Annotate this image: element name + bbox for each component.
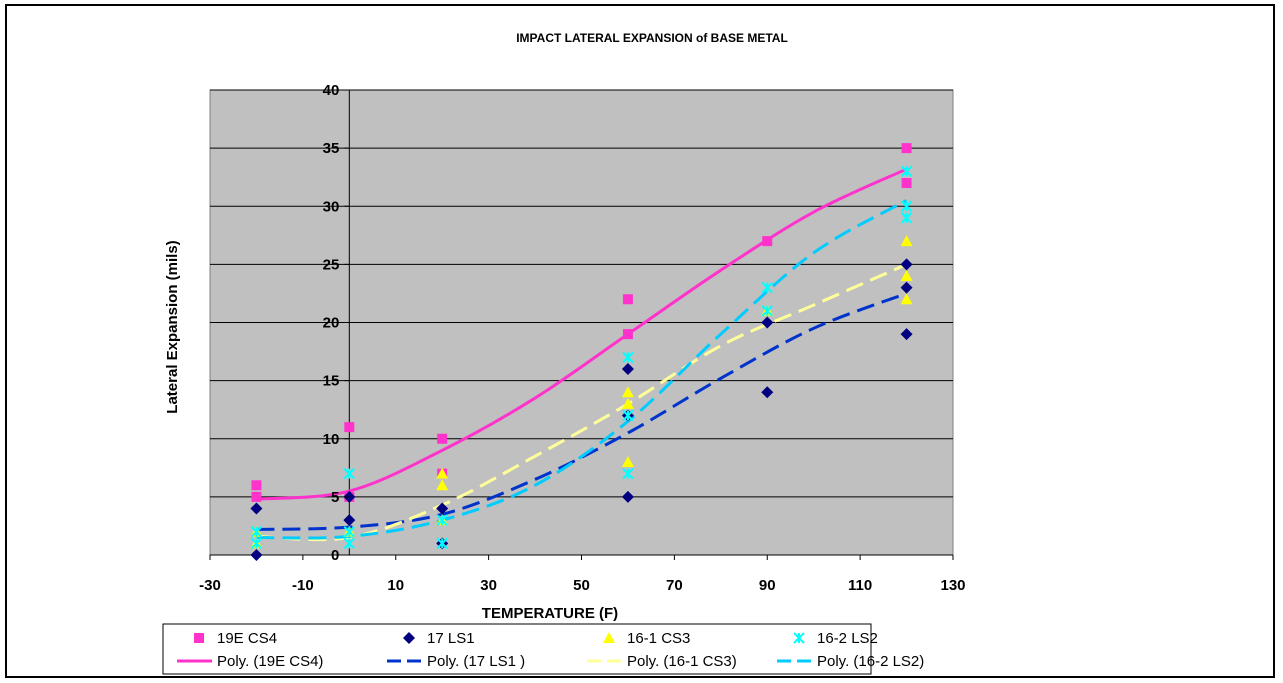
data-point-star [793,632,805,644]
data-point-triangle [900,235,913,247]
trendline [256,292,908,531]
data-point-star [436,537,448,550]
legend-series-label: 16-2 LS2 [817,630,878,647]
legend-series-label: 16-1 CS3 [627,630,690,647]
data-point-diamond [621,363,634,375]
trendlines [256,167,908,542]
data-point-square [344,422,355,433]
x-tick-label: 30 [480,577,497,594]
data-point-square [251,491,262,502]
y-tick-label: 35 [323,140,340,157]
y-tick-label: 20 [323,315,340,332]
trendline [256,199,908,540]
data-point-star [343,467,356,480]
data-point-triangle [621,386,634,398]
x-tick-label: 70 [666,577,683,594]
data-point-star [622,467,634,480]
x-axis-ticks: -30 -10 10 30 50 70 90 110 130 [199,555,966,594]
data-point-diamond [900,328,913,341]
data-point-diamond [436,502,449,515]
data-point-diamond [403,632,415,644]
y-axis-label: Lateral Expansion (mils) [164,240,181,413]
y-tick-label: 0 [331,547,339,564]
legend-trend-label: Poly. (16-1 CS3) [627,653,737,670]
legend-box [162,623,872,675]
x-tick-label: 10 [387,577,404,594]
data-point-star [622,409,634,422]
data-point-star [343,526,356,538]
data-point-triangle [621,397,634,409]
data-point-diamond [900,258,913,271]
data-point-square [762,236,773,247]
legend-trend-label: Poly. (19E CS4) [217,653,323,670]
data-point-triangle [900,293,913,305]
trendline [256,167,908,501]
x-tick-label: 50 [573,577,590,594]
y-tick-label: 10 [323,431,340,448]
chart-frame: IMPACT LATERAL EXPANSION of BASE METAL -… [5,4,1275,678]
y-axis-ticks: 0 5 10 15 20 25 30 35 40 [323,82,350,564]
data-point-star [900,200,913,212]
data-point-square [194,633,204,643]
legend: 19E CS4 17 LS1 16-1 CS3 16-2 LS2 Poly. (19E … [162,623,924,675]
data-point-triangle [603,632,615,643]
data-point-triangle [436,467,449,479]
y-tick-label: 30 [323,198,340,215]
x-tick-label: -30 [199,577,221,594]
data-point-diamond [900,281,913,294]
legend-trend-label: Poly. (17 LS1 ) [427,653,525,670]
data-point-star [761,281,773,294]
y-tick-label: 40 [323,82,340,99]
data-point-triangle [900,270,913,281]
data-point-star [900,165,913,178]
data-point-star [343,537,356,550]
data-point-triangle [621,456,634,467]
data-point-square [251,480,262,491]
data-point-star [761,305,773,317]
data-point-square [622,294,633,305]
data-point-diamond [250,502,263,515]
data-point-diamond [761,316,774,329]
data-point-square [901,178,912,188]
chart-svg: IMPACT LATERAL EXPANSION of BASE METAL -… [162,31,966,675]
y-tick-label: 5 [331,489,339,506]
data-point-star [436,514,448,526]
data-point-diamond [761,386,774,399]
x-tick-label: -10 [292,577,314,594]
data-point-diamond [250,549,263,561]
y-tick-label: 15 [323,373,340,390]
data-point-square [622,329,633,340]
x-axis-label: TEMPERATURE (F) [482,605,618,622]
data-point-star [250,526,263,538]
y-tick-label: 25 [323,256,340,273]
data-point-star [900,212,913,224]
legend-series-label: 17 LS1 [427,630,475,647]
data-point-star [622,351,634,364]
chart-title: IMPACT LATERAL EXPANSION of BASE METAL [516,31,788,45]
x-tick-label: 90 [759,577,776,594]
data-point-star [250,537,263,550]
x-tick-label: 110 [848,577,872,594]
legend-series-label: 19E CS4 [217,630,277,647]
data-point-triangle [436,479,449,491]
legend-trend-label: Poly. (16-2 LS2) [817,653,924,670]
x-tick-label: 130 [940,577,965,594]
data-point-square [901,143,912,154]
data-point-diamond [621,490,634,503]
data-point-diamond [343,514,356,527]
data-points [250,143,913,561]
data-point-square [437,433,448,444]
